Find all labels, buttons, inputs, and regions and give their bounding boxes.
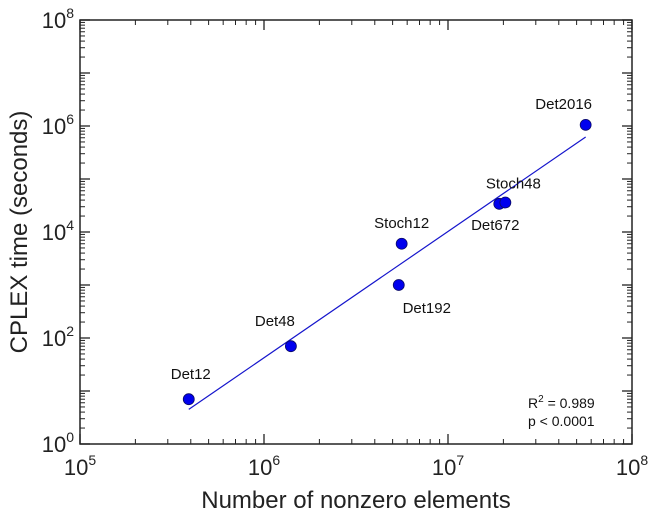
y-tick-exponent: 8 xyxy=(66,5,74,21)
x-tick-label: 107 xyxy=(432,452,464,480)
point-labels: Det12 Det48 Det192 Stoch12 Det672 Stoch48 Det2… xyxy=(171,96,592,383)
x-tick-labels: 105 106 107 108 xyxy=(64,452,648,480)
y-axis-title: CPLEX time (seconds) xyxy=(6,111,33,354)
point-label: Det192 xyxy=(403,300,451,317)
y-tick-base: 10 xyxy=(42,432,66,457)
data-point xyxy=(395,237,408,250)
x-tick-base: 10 xyxy=(64,455,88,480)
data-point xyxy=(579,118,592,131)
y-tick-base: 10 xyxy=(42,114,66,139)
y-tick-exponent: 2 xyxy=(66,323,74,339)
point-label: Stoch12 xyxy=(374,215,429,232)
point-label: Det2016 xyxy=(535,96,592,113)
y-tick-label: 106 xyxy=(42,111,74,139)
y-tick-exponent: 0 xyxy=(66,429,74,445)
data-point xyxy=(499,196,512,209)
x-axis-title: Number of nonzero elements xyxy=(201,487,511,514)
minor-ticks xyxy=(80,20,632,444)
major-ticks xyxy=(79,19,633,445)
point-label: Stoch48 xyxy=(486,176,541,193)
x-tick-exponent: 6 xyxy=(272,452,280,468)
y-tick-label: 104 xyxy=(42,217,74,245)
y-tick-label: 102 xyxy=(42,323,74,351)
y-tick-label: 100 xyxy=(42,429,74,457)
y-tick-exponent: 4 xyxy=(66,217,74,233)
x-tick-exponent: 7 xyxy=(456,452,464,468)
plot-area xyxy=(79,19,633,445)
data-point xyxy=(284,340,297,353)
point-label: Det48 xyxy=(255,313,295,330)
y-tick-exponent: 6 xyxy=(66,111,74,127)
r-squared-text: R2 = 0.989 xyxy=(528,394,595,411)
x-tick-exponent: 8 xyxy=(640,452,648,468)
x-tick-label: 108 xyxy=(616,452,648,480)
data-point xyxy=(392,279,405,291)
x-tick-label: 105 xyxy=(64,452,96,480)
x-tick-base: 10 xyxy=(432,455,456,480)
p-value-text: p < 0.0001 xyxy=(528,413,595,429)
x-tick-base: 10 xyxy=(616,455,640,480)
x-tick-base: 10 xyxy=(248,455,272,480)
y-tick-base: 10 xyxy=(42,8,66,33)
y-tick-base: 10 xyxy=(42,220,66,245)
data-point xyxy=(182,393,195,406)
x-tick-exponent: 5 xyxy=(88,452,96,468)
regression-line xyxy=(188,136,587,410)
x-tick-label: 106 xyxy=(248,452,280,480)
y-tick-label: 108 xyxy=(42,5,74,33)
y-tick-base: 10 xyxy=(42,326,66,351)
point-label: Det12 xyxy=(171,366,211,383)
data-points xyxy=(182,118,592,406)
point-label: Det672 xyxy=(471,217,519,234)
